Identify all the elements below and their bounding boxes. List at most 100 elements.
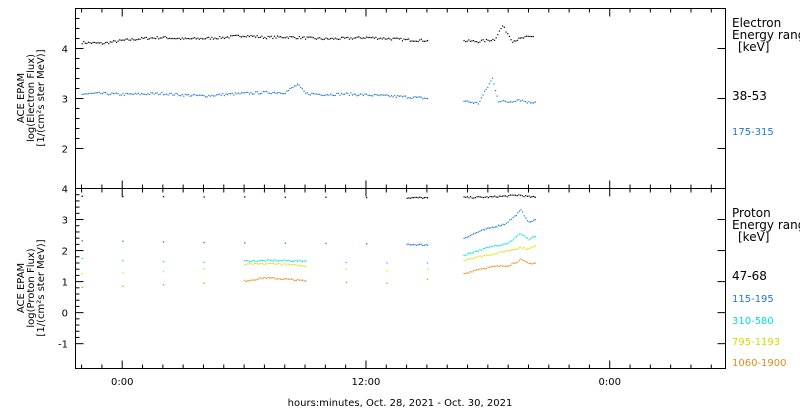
data-point <box>276 260 278 262</box>
data-point <box>533 102 535 104</box>
data-point <box>528 248 530 250</box>
data-point <box>405 39 407 41</box>
data-point <box>81 257 83 260</box>
proton-ytick-label: -1 <box>58 340 68 351</box>
data-point <box>100 42 102 44</box>
data-point <box>305 38 307 40</box>
data-point <box>222 36 224 38</box>
data-point <box>520 209 522 211</box>
data-point <box>305 260 307 262</box>
data-point <box>94 41 96 44</box>
data-point <box>472 257 475 260</box>
data-point <box>295 264 297 266</box>
data-point <box>474 257 476 259</box>
data-point <box>508 250 510 252</box>
data-point <box>144 37 146 39</box>
data-point <box>531 263 533 265</box>
data-point <box>94 92 96 94</box>
data-point <box>139 38 141 40</box>
proton-ytick-label: 2 <box>62 247 68 258</box>
data-point <box>476 256 478 258</box>
data-point <box>292 263 294 266</box>
data-point <box>504 243 507 245</box>
data-point <box>395 37 397 39</box>
data-point <box>226 36 229 38</box>
data-point <box>484 247 486 249</box>
data-point <box>267 92 269 94</box>
data-point <box>284 263 286 265</box>
data-point <box>209 38 211 40</box>
data-point <box>469 234 471 237</box>
data-point <box>503 265 505 267</box>
data-point <box>317 37 319 39</box>
data-point <box>423 197 425 199</box>
data-point <box>115 92 118 94</box>
data-point <box>487 197 490 199</box>
data-point <box>297 265 299 267</box>
data-point <box>482 94 484 96</box>
data-point <box>145 94 147 96</box>
data-point <box>482 229 484 231</box>
data-point <box>242 92 244 94</box>
data-point <box>367 94 369 97</box>
data-point <box>476 196 478 198</box>
data-point <box>492 246 494 248</box>
data-point <box>301 88 303 90</box>
data-point <box>488 83 490 85</box>
data-point <box>275 37 277 39</box>
data-point <box>518 37 520 39</box>
data-point <box>415 40 418 42</box>
data-point <box>115 41 118 43</box>
data-point <box>411 197 413 199</box>
data-point <box>528 262 530 265</box>
data-point <box>261 278 263 280</box>
data-point <box>261 262 263 264</box>
data-point <box>523 196 525 198</box>
data-point <box>487 246 489 249</box>
data-point <box>509 240 511 243</box>
data-point <box>522 37 525 39</box>
data-point <box>528 195 530 197</box>
data-point <box>478 196 480 198</box>
data-point <box>517 248 519 250</box>
data-point <box>285 264 287 266</box>
data-point <box>283 278 285 280</box>
data-point <box>525 101 527 103</box>
data-point <box>489 40 491 42</box>
data-point <box>506 242 508 245</box>
data-point <box>173 37 175 40</box>
data-point <box>272 37 274 40</box>
data-point <box>183 38 185 40</box>
data-point <box>420 96 422 98</box>
data-point <box>205 38 207 40</box>
data-point <box>504 265 507 268</box>
data-point <box>292 86 294 89</box>
data-point <box>261 259 263 262</box>
data-point <box>509 101 512 103</box>
data-point <box>276 263 278 265</box>
data-point <box>526 248 529 250</box>
data-point <box>259 93 261 95</box>
data-point <box>298 264 300 266</box>
data-point <box>288 263 291 266</box>
data-point <box>295 279 297 281</box>
x-tick-label-0000-b: 0:00 <box>598 377 620 388</box>
data-point <box>356 95 358 97</box>
data-point <box>87 41 90 43</box>
data-point <box>236 93 238 95</box>
data-point <box>463 100 465 102</box>
data-point <box>251 93 254 95</box>
data-point <box>282 260 284 262</box>
data-point <box>330 93 332 95</box>
data-point <box>244 264 246 266</box>
data-point <box>255 262 257 265</box>
data-point <box>285 260 287 262</box>
data-point <box>498 224 500 226</box>
data-point <box>476 250 478 252</box>
data-point <box>389 38 391 40</box>
data-point <box>286 36 288 38</box>
data-point <box>298 279 300 281</box>
data-point <box>325 94 327 96</box>
data-point <box>284 259 286 261</box>
data-point <box>419 243 421 245</box>
